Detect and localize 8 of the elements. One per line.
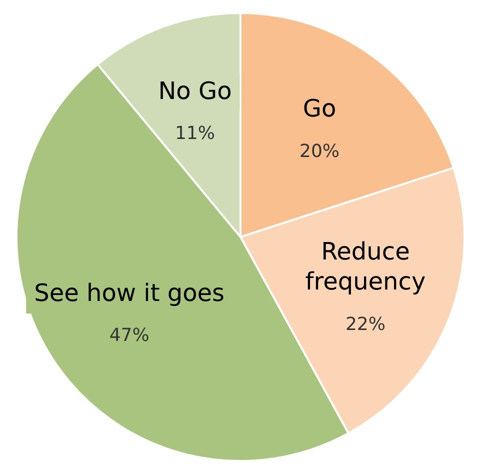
slice-label: No Go	[158, 76, 232, 105]
data-label: 22%	[345, 314, 386, 336]
slice-label: Reduce frequency	[305, 238, 426, 296]
slice-label: See how it goes	[34, 278, 225, 307]
data-label: 20%	[299, 140, 340, 162]
data-label: 11%	[174, 123, 215, 144]
data-label: 47%	[109, 325, 150, 346]
slice-label: Go	[302, 94, 336, 122]
